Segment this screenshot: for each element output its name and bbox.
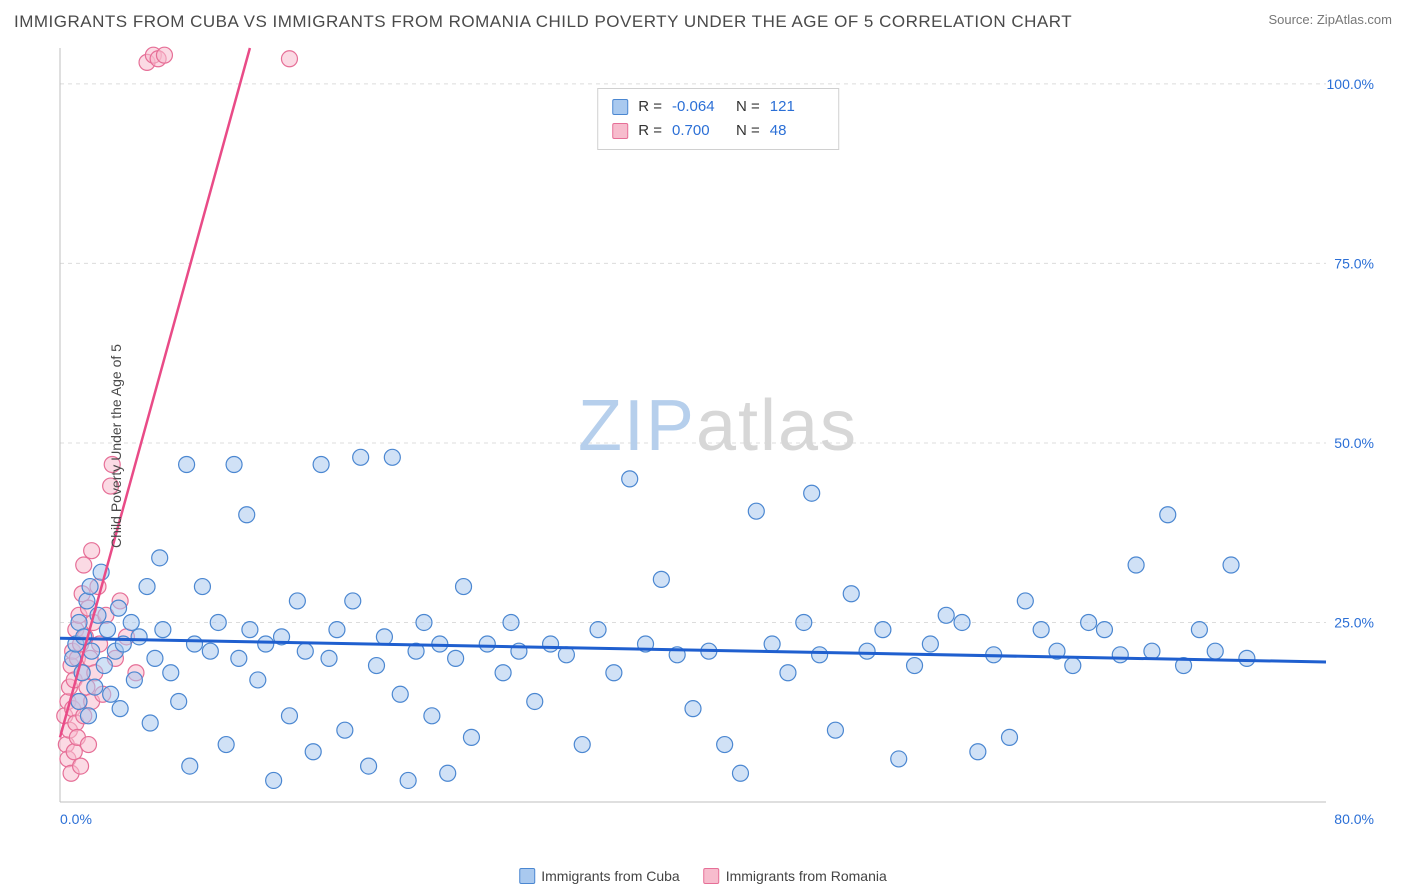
- plot-area: 25.0%50.0%75.0%100.0%0.0%80.0% ZIPatlas …: [50, 42, 1386, 842]
- svg-text:75.0%: 75.0%: [1334, 255, 1374, 271]
- source-credit: Source: ZipAtlas.com: [1268, 12, 1392, 27]
- svg-text:0.0%: 0.0%: [60, 811, 92, 827]
- cuba-n-value: 121: [770, 95, 824, 119]
- romania-r-value: 0.700: [672, 119, 726, 143]
- cuba-r-value: -0.064: [672, 95, 726, 119]
- r-label: R =: [638, 119, 662, 143]
- bottom-legend: Immigrants from Cuba Immigrants from Rom…: [519, 868, 887, 884]
- legend-item-romania: Immigrants from Romania: [704, 868, 887, 884]
- legend-label-romania: Immigrants from Romania: [726, 868, 887, 884]
- romania-n-value: 48: [770, 119, 824, 143]
- cuba-swatch-icon: [519, 868, 535, 884]
- romania-swatch-icon: [704, 868, 720, 884]
- romania-swatch-icon: [612, 123, 628, 139]
- svg-text:100.0%: 100.0%: [1327, 76, 1374, 92]
- y-axis-label: Child Poverty Under the Age of 5: [108, 344, 124, 548]
- r-label: R =: [638, 95, 662, 119]
- n-label: N =: [736, 95, 760, 119]
- legend-item-cuba: Immigrants from Cuba: [519, 868, 679, 884]
- cuba-swatch-icon: [612, 99, 628, 115]
- header-row: IMMIGRANTS FROM CUBA VS IMMIGRANTS FROM …: [14, 12, 1392, 32]
- legend-label-cuba: Immigrants from Cuba: [541, 868, 679, 884]
- correlation-stats-box: R = -0.064 N = 121 R = 0.700 N = 48: [597, 88, 839, 150]
- svg-text:50.0%: 50.0%: [1334, 435, 1374, 451]
- source-link[interactable]: ZipAtlas.com: [1317, 12, 1392, 27]
- n-label: N =: [736, 119, 760, 143]
- stats-row-cuba: R = -0.064 N = 121: [612, 95, 824, 119]
- scatter-chart: 25.0% 50.0% 75.0% 100.0% 0.0% 80.0%: [50, 42, 1386, 842]
- svg-text:25.0%: 25.0%: [1334, 614, 1374, 630]
- stats-row-romania: R = 0.700 N = 48: [612, 119, 824, 143]
- chart-title: IMMIGRANTS FROM CUBA VS IMMIGRANTS FROM …: [14, 12, 1072, 32]
- source-prefix: Source:: [1268, 12, 1316, 27]
- svg-text:80.0%: 80.0%: [1334, 811, 1374, 827]
